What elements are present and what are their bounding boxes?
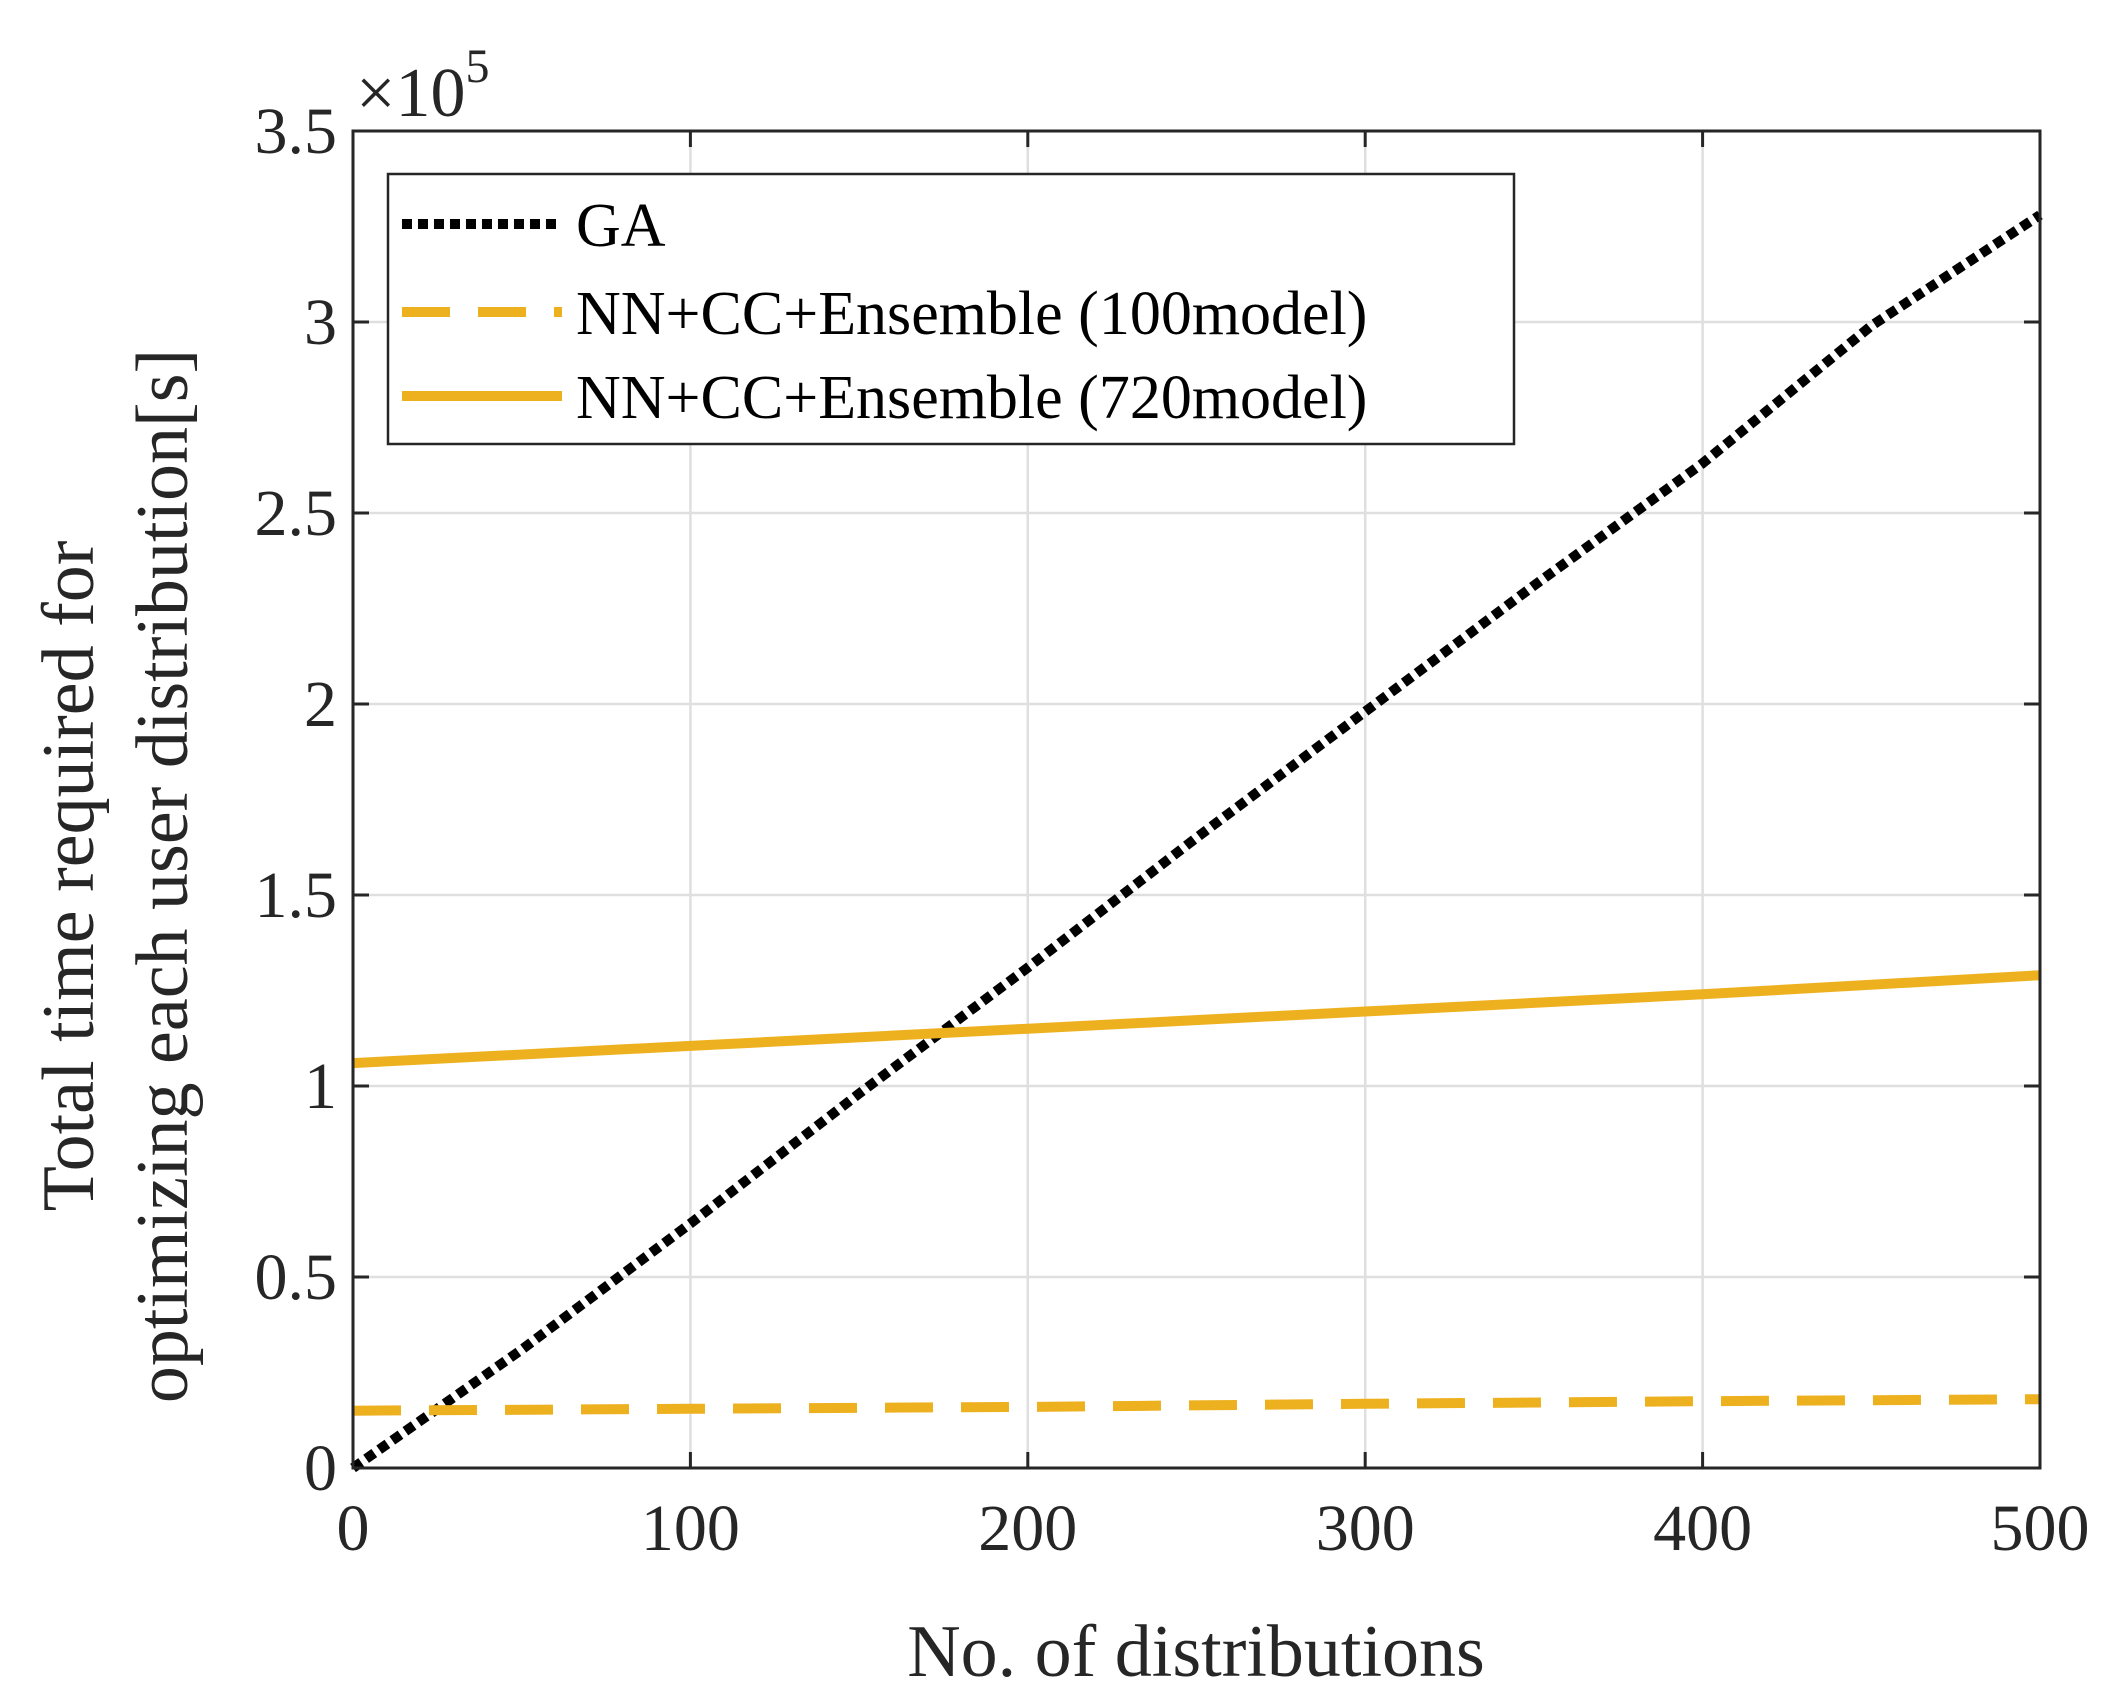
y-tick-label: 1.5: [255, 859, 338, 932]
y-axis-title-line-2: optimizing each user distribution[s]: [122, 349, 204, 1403]
x-tick-label: 0: [337, 1492, 370, 1565]
y-tick-label: 0.5: [255, 1241, 338, 1314]
legend-label-ga: GA: [576, 192, 666, 260]
legend-box: [386, 172, 1516, 446]
y-axis-title: Total time required for optimizing each …: [28, 349, 204, 1403]
plot-frame: [351, 129, 2042, 1470]
x-tick-label: 500: [1991, 1492, 2090, 1565]
legend-label-720model: NN+CC+Ensemble (720model): [576, 364, 1367, 432]
y-tick-label: 2.5: [255, 477, 338, 550]
y-tick-label: 2: [304, 668, 337, 741]
y-tick-labels: 0 0.5 1 1.5 2 2.5 3 3.5: [255, 95, 338, 1505]
x-tick-labels: 0 100 200 300 400 500: [337, 1492, 2090, 1565]
x-axis-title: No. of distributions: [907, 1611, 1485, 1693]
legend-label-100model: NN+CC+Ensemble (100model): [576, 280, 1367, 348]
y-exponent-label: ×105: [356, 40, 489, 132]
x-tick-label: 300: [1316, 1492, 1415, 1565]
series-line-2: [352, 1394, 2041, 1416]
y-tick-label: 3.5: [255, 95, 338, 168]
y-tick-label: 1: [304, 1050, 337, 1123]
y-exponent-base: ×10: [356, 55, 465, 132]
y-axis-title-line-1: Total time required for: [28, 541, 110, 1212]
series-line-3: [352, 970, 2041, 1069]
x-tick-label: 100: [641, 1492, 740, 1565]
y-tick-label: 3: [304, 286, 337, 359]
y-exponent-power: 5: [465, 40, 489, 93]
legend: GA NN+CC+Ensemble (100model) NN+CC+Ensem…: [386, 172, 1516, 446]
x-tick-label: 200: [978, 1492, 1077, 1565]
y-tick-label: 0: [304, 1432, 337, 1505]
ticks: [351, 129, 2042, 1470]
x-tick-label: 400: [1653, 1492, 1752, 1565]
series-layer: [350, 210, 2043, 1473]
